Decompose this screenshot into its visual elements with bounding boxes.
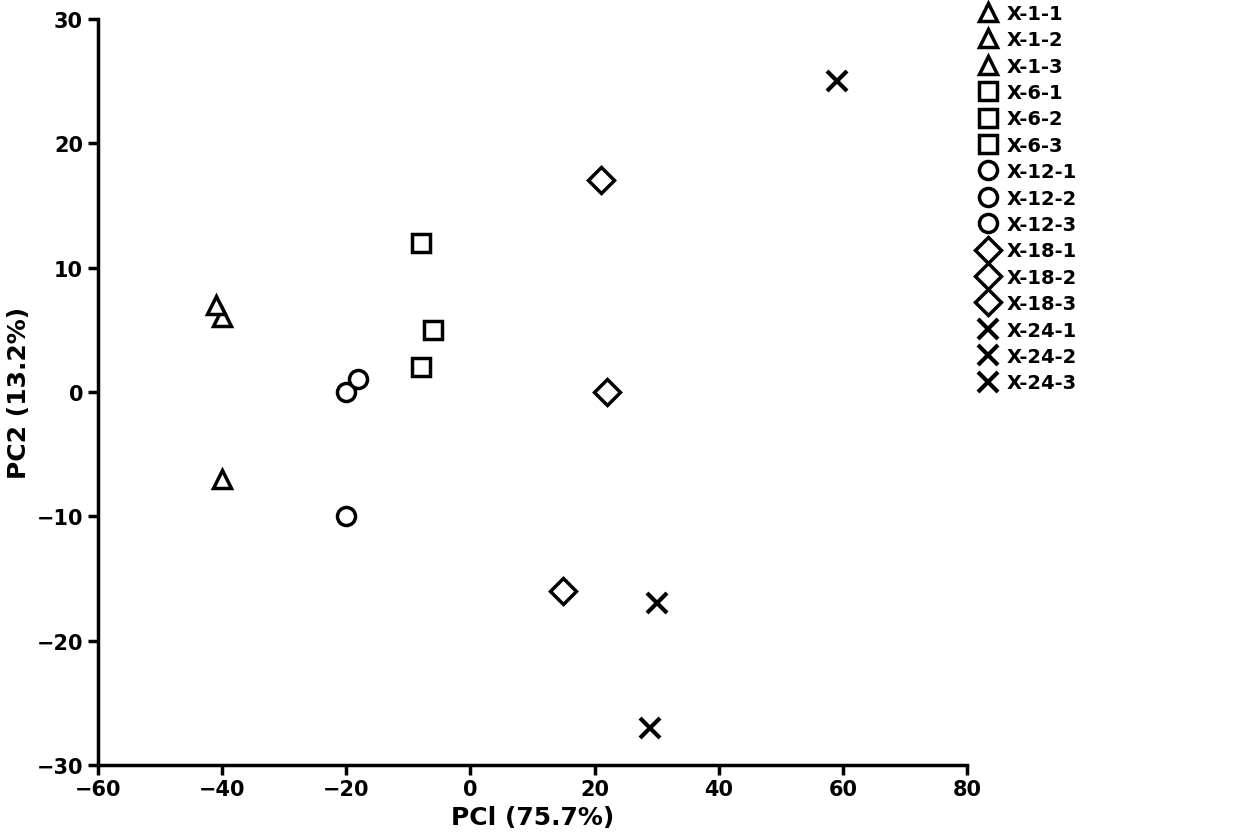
Y-axis label: PC2 (13.2%): PC2 (13.2%) [7, 307, 31, 478]
X-axis label: PCl (75.7%): PCl (75.7%) [451, 805, 614, 829]
Legend: X-1-1, X-1-2, X-1-3, X-6-1, X-6-2, X-6-3, X-12-1, X-12-2, X-12-3, X-18-1, X-18-2: X-1-1, X-1-2, X-1-3, X-6-1, X-6-2, X-6-3… [976, 5, 1078, 393]
